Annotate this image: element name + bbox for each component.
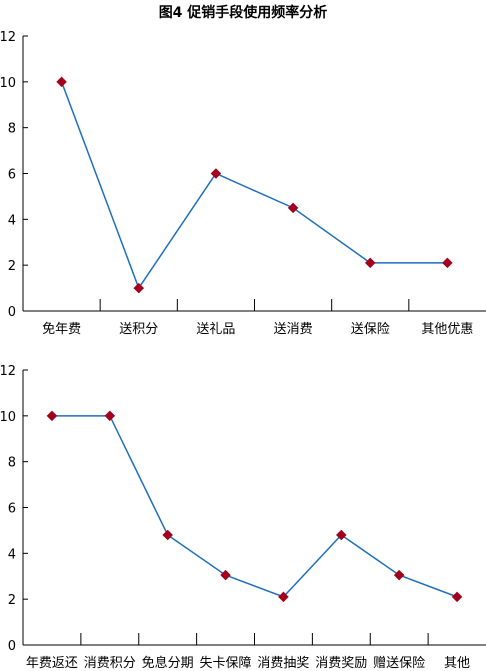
- category-label-2: 消费奖励: [315, 656, 367, 671]
- data-point-2: [278, 591, 289, 603]
- data-point-2: [451, 591, 463, 603]
- category-label-2: 赠送保险: [373, 656, 425, 671]
- data-point-2: [162, 529, 174, 541]
- y-tick-label-1: 0: [8, 305, 16, 320]
- y-tick-label-1: 8: [8, 122, 16, 137]
- category-label-1: 送消费: [274, 322, 313, 337]
- category-label-1: 送礼品: [196, 321, 235, 337]
- data-point-2: [46, 410, 58, 422]
- category-label-2: 免息分期: [142, 655, 194, 671]
- data-point-2: [393, 569, 405, 581]
- y-tick-label-1: 10: [0, 76, 16, 91]
- data-point-2: [104, 410, 116, 422]
- category-label-2: 其他: [444, 656, 470, 671]
- y-tick-label-1: 4: [8, 213, 16, 228]
- category-label-2: 消费积分: [84, 656, 136, 671]
- y-tick-label-2: 4: [8, 547, 16, 562]
- category-label-1: 免年费: [42, 322, 81, 337]
- data-point-2: [220, 569, 231, 581]
- y-tick-label-2: 6: [8, 502, 16, 517]
- data-point-2: [335, 529, 347, 541]
- y-tick-label-2: 12: [0, 364, 16, 379]
- data-point-1: [210, 168, 222, 179]
- y-tick-label-1: 2: [8, 259, 16, 274]
- y-tick-label-2: 8: [8, 456, 16, 471]
- data-point-1: [133, 282, 145, 294]
- category-label-2: 消费抽奖: [257, 656, 309, 671]
- y-tick-label-1: 12: [0, 30, 16, 45]
- y-tick-label-2: 0: [8, 639, 16, 654]
- data-point-1: [287, 202, 299, 214]
- data-point-1: [442, 257, 453, 269]
- category-label-1: 送积分: [119, 322, 158, 337]
- category-label-1: 送保险: [351, 322, 390, 337]
- series-line-1: [60, 81, 448, 290]
- figure-title: 图4 促销手段使用频率分析: [158, 5, 328, 21]
- category-label-2: 年费返还: [26, 656, 78, 671]
- category-label-1: 其他优惠: [421, 322, 473, 337]
- y-tick-label-2: 10: [0, 410, 16, 425]
- y-tick-label-1: 6: [8, 168, 16, 183]
- y-tick-label-2: 2: [8, 593, 16, 608]
- data-point-1: [364, 257, 376, 269]
- series-line-2: [51, 415, 458, 598]
- data-point-1: [56, 76, 67, 88]
- category-label-2: 失卡保障: [200, 656, 252, 671]
